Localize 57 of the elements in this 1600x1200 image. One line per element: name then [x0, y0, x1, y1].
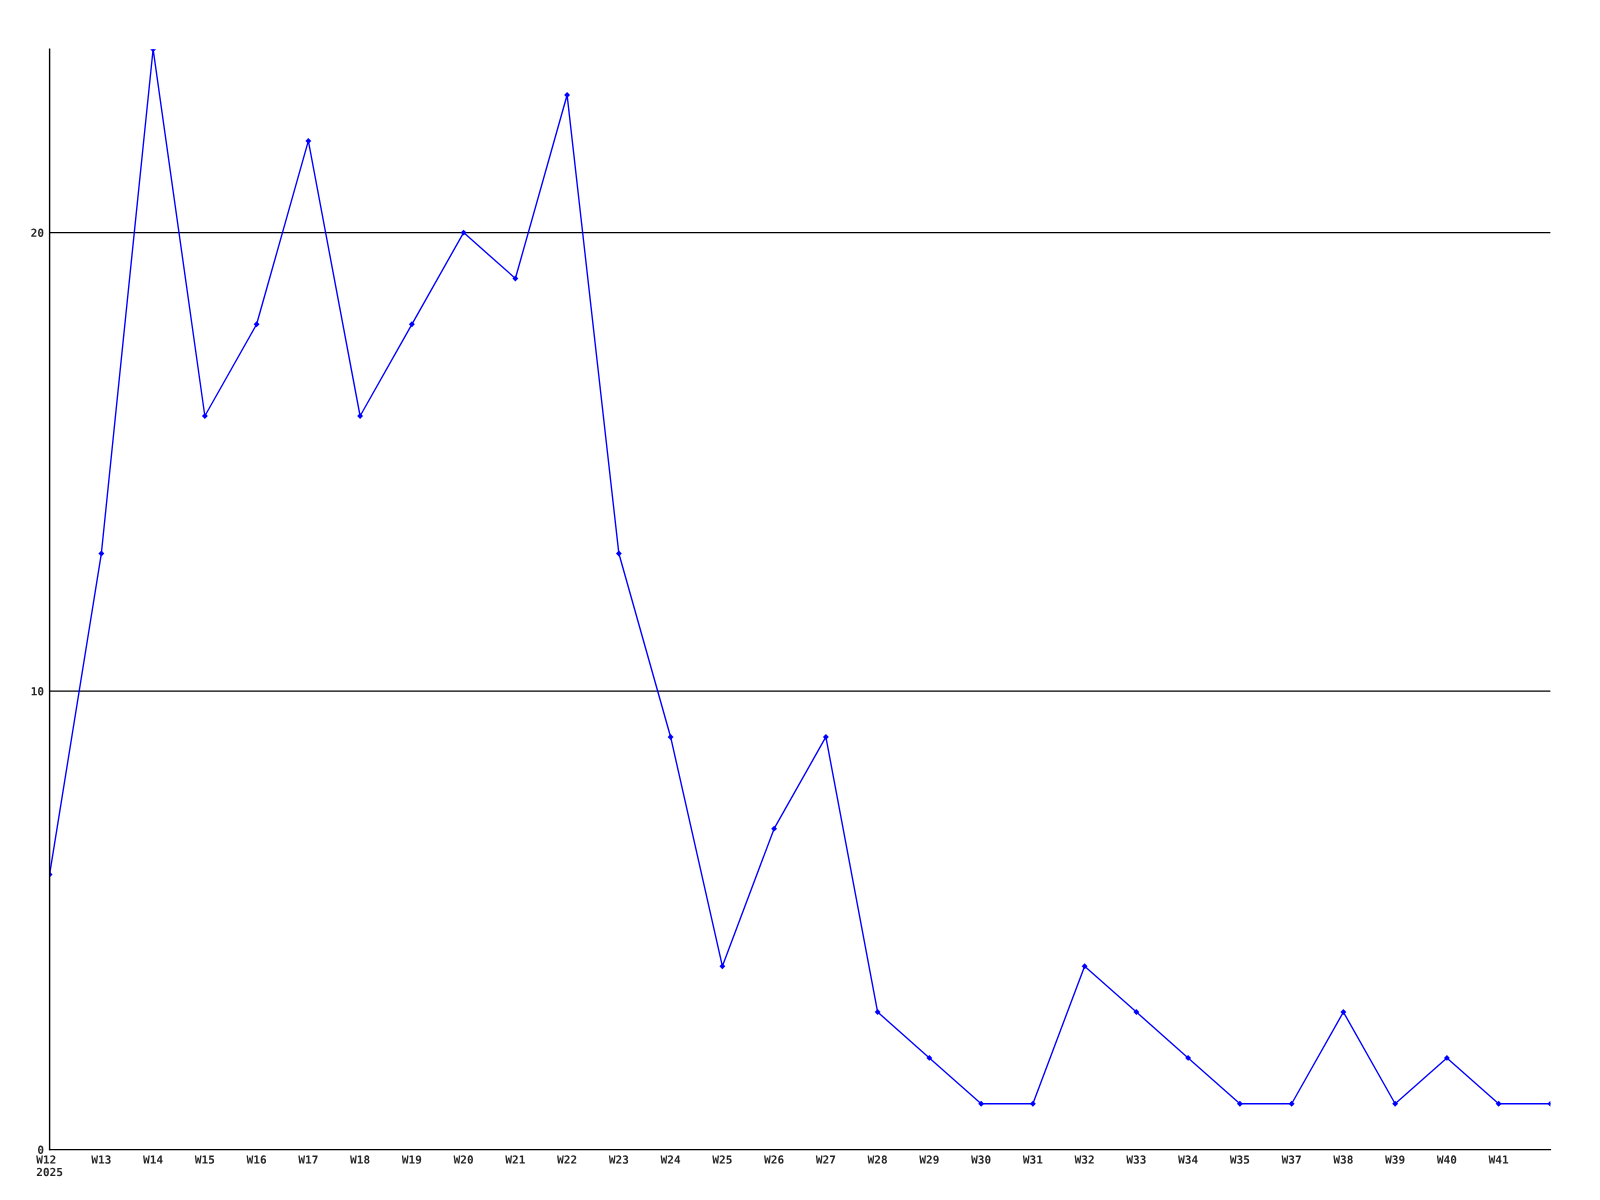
x-tick-label: W16: [246, 1155, 267, 1164]
point: [822, 734, 829, 740]
x-tick-label: W20: [453, 1155, 473, 1164]
point: [667, 734, 674, 740]
point: [874, 1009, 881, 1015]
x-tick-label: W22: [557, 1155, 577, 1164]
x-tick-label: W13: [91, 1155, 111, 1164]
point: [408, 321, 415, 328]
point: [305, 137, 312, 144]
point: [1392, 1100, 1399, 1107]
point: [564, 92, 571, 98]
x-tick-label: W19: [401, 1155, 422, 1164]
x-tick-label: W39: [1385, 1155, 1405, 1164]
x-tick-label: W24: [660, 1155, 681, 1164]
x-tick-label: W29: [919, 1155, 939, 1164]
x-tick-label: W12 2025: [36, 1155, 63, 1177]
x-tick-label: W41: [1488, 1155, 1509, 1164]
x-tick-label: W37: [1281, 1155, 1301, 1164]
point: [253, 321, 260, 328]
point: [98, 550, 105, 557]
x-tick-label: W30: [971, 1155, 991, 1164]
x-tick-label: W34: [1178, 1155, 1198, 1164]
point: [1081, 963, 1088, 970]
point: [615, 550, 622, 557]
point: [926, 1054, 933, 1061]
x-tick-label: W40: [1436, 1155, 1457, 1164]
point: [1340, 1009, 1347, 1015]
x-tick-label: W25: [712, 1155, 732, 1164]
point: [1288, 1100, 1295, 1107]
x-tick-label: W23: [608, 1155, 629, 1164]
point: [201, 413, 208, 419]
point: [1495, 1100, 1502, 1107]
x-tick-label: W33: [1126, 1155, 1146, 1164]
point: [1236, 1100, 1243, 1107]
line-series: [49, 49, 1551, 1107]
x-tick-label: W38: [1333, 1155, 1353, 1164]
point: [357, 413, 364, 419]
point: [978, 1100, 985, 1107]
point: [771, 825, 778, 832]
y-tick-label: 0: [38, 1145, 44, 1154]
x-tick-label: W14: [143, 1155, 163, 1164]
x-tick-label: W31: [1022, 1155, 1043, 1164]
x-tick-label: W21: [505, 1155, 525, 1164]
x-tick-label: W32: [1074, 1155, 1094, 1164]
point: [719, 963, 726, 970]
x-tick-label: W26: [764, 1155, 784, 1164]
y-tick-label: 10: [31, 687, 44, 696]
x-tick-label: W15: [194, 1155, 215, 1164]
point: [512, 275, 519, 282]
x-tick-label: W35: [1229, 1155, 1250, 1164]
x-tick-label: W28: [867, 1155, 887, 1164]
x-tick-label: W18: [350, 1155, 370, 1164]
point: [1029, 1100, 1036, 1107]
point: [1133, 1009, 1140, 1015]
y-tick-label: 20: [31, 228, 44, 237]
x-tick-label: W27: [815, 1155, 836, 1164]
x-tick-label: W17: [298, 1155, 318, 1164]
